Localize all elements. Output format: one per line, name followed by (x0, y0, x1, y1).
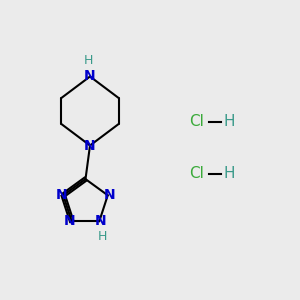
Text: Cl: Cl (189, 114, 204, 129)
Text: Cl: Cl (189, 167, 204, 182)
Text: H: H (224, 114, 235, 129)
Text: H: H (84, 54, 93, 68)
Text: N: N (84, 70, 96, 83)
Text: H: H (224, 167, 235, 182)
Text: N: N (84, 139, 96, 152)
Text: N: N (95, 214, 107, 228)
Text: H: H (98, 230, 107, 243)
Text: N: N (56, 188, 67, 202)
Text: N: N (64, 214, 76, 228)
Text: N: N (104, 188, 116, 202)
